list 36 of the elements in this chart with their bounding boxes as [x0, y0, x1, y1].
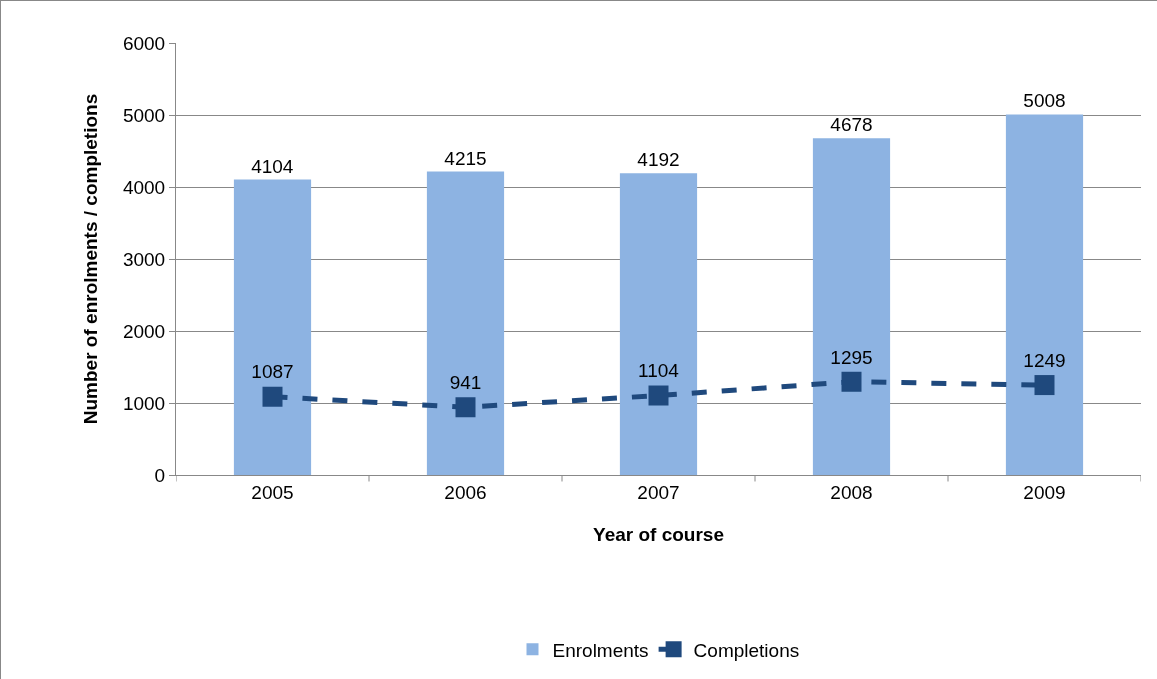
x-tick-label: 2009 — [1023, 481, 1066, 503]
y-tick-label: 4000 — [122, 176, 166, 198]
data-label: 1295 — [830, 346, 873, 368]
data-label: 1087 — [251, 361, 294, 383]
point — [455, 397, 476, 418]
point — [262, 386, 283, 407]
y-tick-label: 2000 — [122, 320, 166, 342]
y-tick-label: 1000 — [122, 392, 166, 414]
x-axis-title: Year of course — [593, 523, 724, 545]
y-axis-title: Number of enrolments / completions — [79, 93, 101, 425]
bar — [1005, 114, 1084, 475]
y-tick-label: 0 — [154, 464, 166, 486]
data-label: 4104 — [251, 155, 294, 177]
data-label: 4192 — [637, 149, 680, 171]
data-label: 1249 — [1023, 349, 1066, 371]
bar — [619, 173, 698, 475]
point — [1034, 375, 1055, 396]
x-tick-label: 2005 — [251, 481, 294, 503]
bar — [426, 171, 505, 475]
point — [841, 371, 862, 392]
legend-label: Enrolments — [552, 639, 649, 661]
bar — [233, 179, 312, 475]
bar — [812, 138, 891, 475]
y-tick-label: 6000 — [122, 32, 166, 54]
data-label: 4215 — [444, 147, 487, 169]
x-tick-label: 2006 — [444, 481, 487, 503]
y-tick-label: 3000 — [122, 248, 166, 270]
x-tick-label: 2007 — [637, 481, 680, 503]
legend-label: Completions — [693, 639, 800, 661]
y-tick-label: 5000 — [122, 104, 166, 126]
x-tick-label: 2008 — [830, 481, 873, 503]
point — [648, 385, 669, 406]
data-label: 941 — [449, 372, 482, 393]
data-label: 4678 — [830, 114, 873, 136]
data-label: 5008 — [1023, 90, 1066, 112]
data-label: 1104 — [638, 360, 680, 382]
